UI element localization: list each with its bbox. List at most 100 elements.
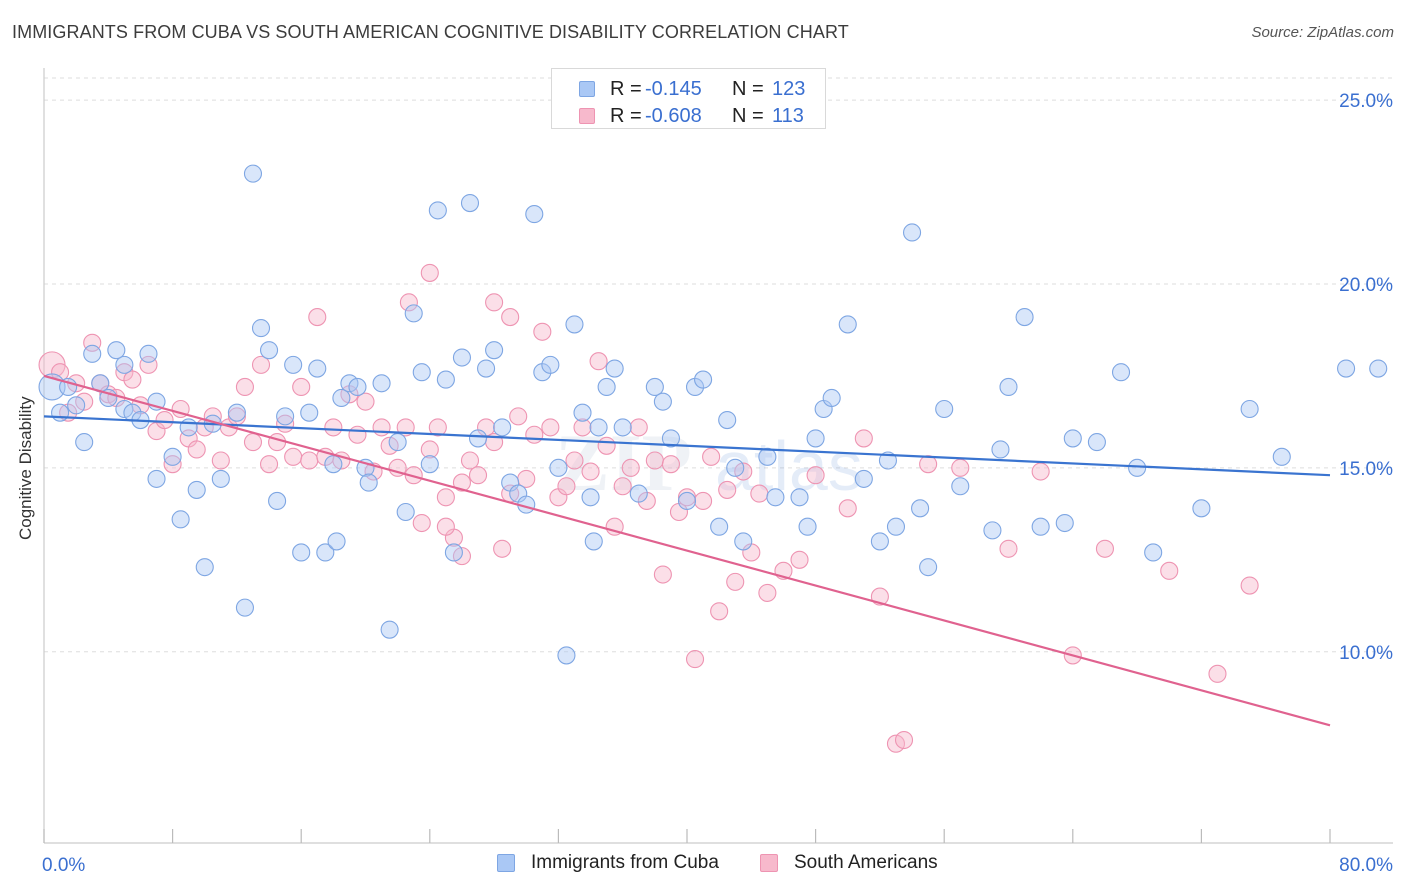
data-point — [316, 543, 335, 562]
data-point — [629, 418, 648, 437]
data-point — [227, 403, 246, 422]
data-point — [1208, 664, 1227, 683]
data-point — [935, 399, 954, 419]
data-point — [565, 315, 584, 334]
data-point — [798, 517, 817, 536]
data-point — [235, 377, 254, 396]
data-point — [838, 315, 857, 334]
data-point — [308, 359, 327, 378]
data-point — [359, 473, 378, 492]
y-tick-label: 25.0% — [1339, 91, 1393, 112]
data-point — [541, 418, 560, 437]
data-point — [51, 403, 70, 422]
data-point — [1087, 433, 1106, 452]
data-point — [396, 502, 415, 522]
data-point — [284, 355, 303, 374]
data-point — [718, 410, 737, 430]
data-point — [629, 484, 648, 503]
data-point — [452, 473, 472, 492]
data-point — [1240, 576, 1259, 595]
data-point — [468, 429, 488, 448]
data-point — [327, 532, 346, 551]
data-point — [557, 646, 576, 665]
y-axis-label: Cognitive Disability — [16, 396, 35, 540]
data-point — [1192, 499, 1211, 518]
data-point — [854, 469, 873, 488]
data-point — [259, 341, 279, 360]
data-point — [645, 451, 664, 470]
data-point — [477, 359, 496, 378]
data-point — [1369, 359, 1388, 378]
trend-line-south — [43, 374, 1331, 727]
data-point — [428, 418, 447, 437]
data-point — [412, 363, 431, 382]
data-point — [501, 308, 520, 327]
data-point — [983, 521, 1002, 540]
data-point — [589, 352, 608, 371]
legend-n-value: 113 — [772, 105, 804, 127]
data-point — [115, 355, 134, 374]
data-point — [621, 458, 640, 477]
x-tick-label-max: 80.0% — [1339, 855, 1393, 876]
data-point — [999, 377, 1018, 396]
data-point — [428, 201, 447, 220]
watermark-atlas: atlas — [715, 427, 863, 505]
data-point — [806, 429, 825, 448]
cuba-points — [38, 164, 1388, 665]
data-point — [597, 377, 616, 396]
data-point — [613, 418, 632, 437]
legend-swatch-south — [579, 108, 595, 124]
legend-label-cuba: Immigrants from Cuba — [531, 852, 719, 873]
legend-n-label: N = — [732, 78, 764, 100]
data-point — [436, 370, 455, 389]
data-point — [653, 565, 672, 584]
data-point — [581, 488, 600, 507]
data-point — [460, 451, 480, 470]
data-point — [235, 598, 254, 617]
data-point — [1031, 462, 1050, 481]
data-point — [726, 572, 745, 591]
data-point — [565, 451, 584, 470]
trend-lines — [43, 374, 1331, 727]
data-point — [399, 293, 418, 312]
data-point — [525, 425, 544, 444]
south-americans-points — [38, 263, 1259, 753]
data-point — [750, 484, 769, 503]
data-point — [790, 550, 809, 569]
data-point — [822, 388, 841, 408]
data-point — [854, 429, 873, 448]
watermark: ZIP atlas — [555, 417, 863, 508]
data-point — [1063, 429, 1082, 448]
data-point — [1272, 447, 1291, 466]
data-point — [348, 377, 367, 396]
data-point — [493, 418, 512, 437]
data-point — [758, 583, 777, 602]
data-point — [276, 407, 295, 426]
data-point — [284, 447, 303, 466]
data-point — [75, 433, 94, 452]
data-point — [187, 480, 206, 499]
legend-n-value: 123 — [772, 78, 806, 100]
data-point — [766, 488, 785, 507]
y-tick-label: 15.0% — [1339, 459, 1393, 480]
data-point — [485, 293, 504, 312]
chart-title: IMMIGRANTS FROM CUBA VS SOUTH AMERICAN C… — [12, 22, 849, 42]
data-point — [444, 543, 463, 562]
y-tick-label: 10.0% — [1339, 643, 1393, 664]
data-point — [838, 499, 857, 518]
legend-swatch-cuba — [579, 81, 595, 97]
data-point — [107, 341, 126, 360]
data-point — [268, 491, 287, 511]
data-point — [597, 436, 616, 455]
data-point — [758, 447, 777, 466]
data-point — [589, 418, 608, 437]
data-point — [951, 477, 970, 496]
data-point — [468, 466, 488, 485]
data-point — [324, 455, 343, 474]
legend-n-label: N = — [732, 105, 764, 127]
data-point — [581, 462, 600, 481]
data-point — [549, 458, 568, 477]
data-point — [661, 429, 680, 448]
data-point — [420, 440, 439, 459]
legend-r-label: R = — [610, 78, 642, 100]
